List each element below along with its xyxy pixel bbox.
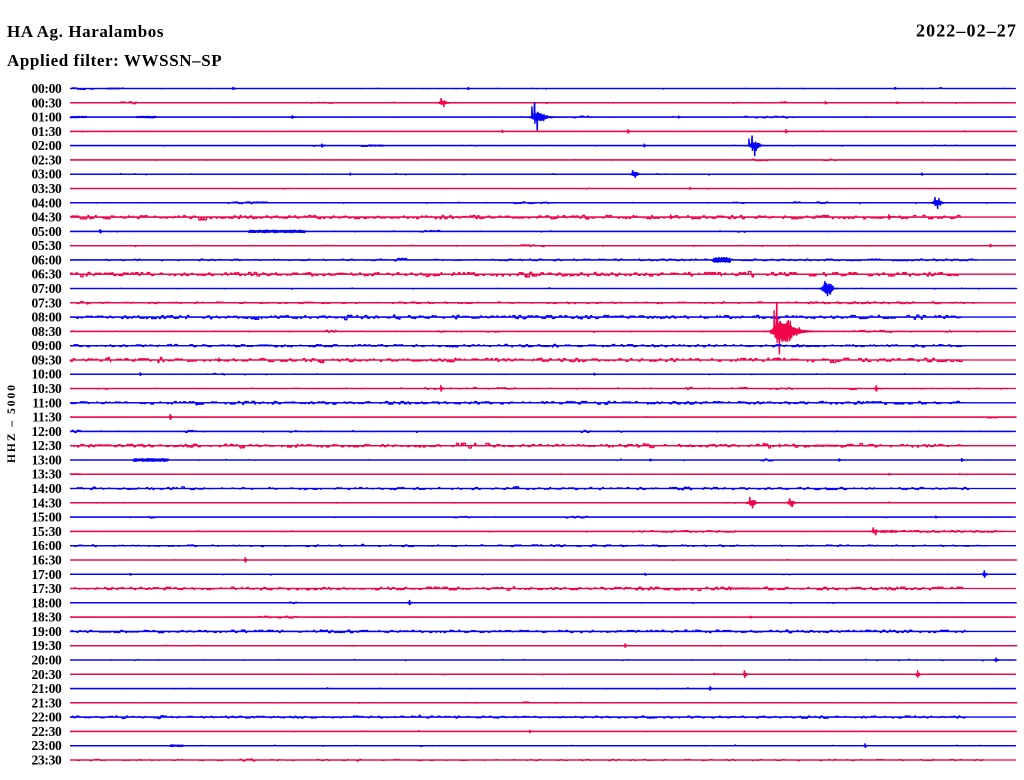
svg-text:09:30: 09:30	[32, 353, 63, 368]
svg-text:12:30: 12:30	[32, 438, 63, 453]
svg-text:14:30: 14:30	[32, 495, 63, 510]
svg-text:01:00: 01:00	[32, 110, 63, 125]
svg-text:00:00: 00:00	[32, 81, 63, 96]
svg-text:18:00: 18:00	[32, 595, 63, 610]
svg-text:19:30: 19:30	[32, 638, 63, 653]
svg-text:06:00: 06:00	[32, 252, 63, 267]
svg-text:15:30: 15:30	[32, 524, 63, 539]
svg-text:04:30: 04:30	[32, 210, 63, 225]
svg-text:02:00: 02:00	[32, 138, 63, 153]
svg-text:20:30: 20:30	[32, 667, 63, 682]
svg-text:17:00: 17:00	[32, 567, 63, 582]
svg-text:16:00: 16:00	[32, 538, 63, 553]
svg-text:10:00: 10:00	[32, 367, 63, 382]
svg-text:14:00: 14:00	[32, 481, 63, 496]
svg-text:16:30: 16:30	[32, 553, 63, 568]
svg-text:01:30: 01:30	[32, 124, 63, 139]
svg-text:15:00: 15:00	[32, 510, 63, 525]
svg-text:22:00: 22:00	[32, 710, 63, 725]
svg-text:13:30: 13:30	[32, 467, 63, 482]
svg-text:17:30: 17:30	[32, 581, 63, 596]
svg-text:00:30: 00:30	[32, 95, 63, 110]
svg-text:Applied filter: WWSSN–SP: Applied filter: WWSSN–SP	[7, 51, 222, 70]
svg-text:10:30: 10:30	[32, 381, 63, 396]
svg-text:21:30: 21:30	[32, 695, 63, 710]
svg-text:11:30: 11:30	[32, 410, 62, 425]
svg-text:HA Ag. Haralambos: HA Ag. Haralambos	[7, 22, 164, 41]
svg-text:03:00: 03:00	[32, 167, 63, 182]
svg-text:09:00: 09:00	[32, 338, 63, 353]
svg-text:19:00: 19:00	[32, 624, 63, 639]
svg-text:13:00: 13:00	[32, 453, 63, 468]
svg-text:06:30: 06:30	[32, 267, 63, 282]
svg-text:22:30: 22:30	[32, 724, 63, 739]
svg-text:23:30: 23:30	[32, 753, 63, 768]
svg-text:03:30: 03:30	[32, 181, 63, 196]
svg-text:02:30: 02:30	[32, 152, 63, 167]
svg-text:04:00: 04:00	[32, 195, 63, 210]
svg-text:07:30: 07:30	[32, 295, 63, 310]
svg-text:05:30: 05:30	[32, 238, 63, 253]
svg-text:11:00: 11:00	[32, 395, 62, 410]
svg-text:HHZ – 5000: HHZ – 5000	[6, 383, 18, 463]
svg-text:12:00: 12:00	[32, 424, 63, 439]
svg-text:21:00: 21:00	[32, 681, 63, 696]
svg-text:2022–02–27: 2022–02–27	[916, 21, 1017, 41]
svg-text:23:00: 23:00	[32, 738, 63, 753]
svg-text:08:30: 08:30	[32, 324, 63, 339]
svg-text:18:30: 18:30	[32, 610, 63, 625]
svg-text:07:00: 07:00	[32, 281, 63, 296]
svg-text:20:00: 20:00	[32, 653, 63, 668]
svg-text:05:00: 05:00	[32, 224, 63, 239]
svg-text:08:00: 08:00	[32, 310, 63, 325]
